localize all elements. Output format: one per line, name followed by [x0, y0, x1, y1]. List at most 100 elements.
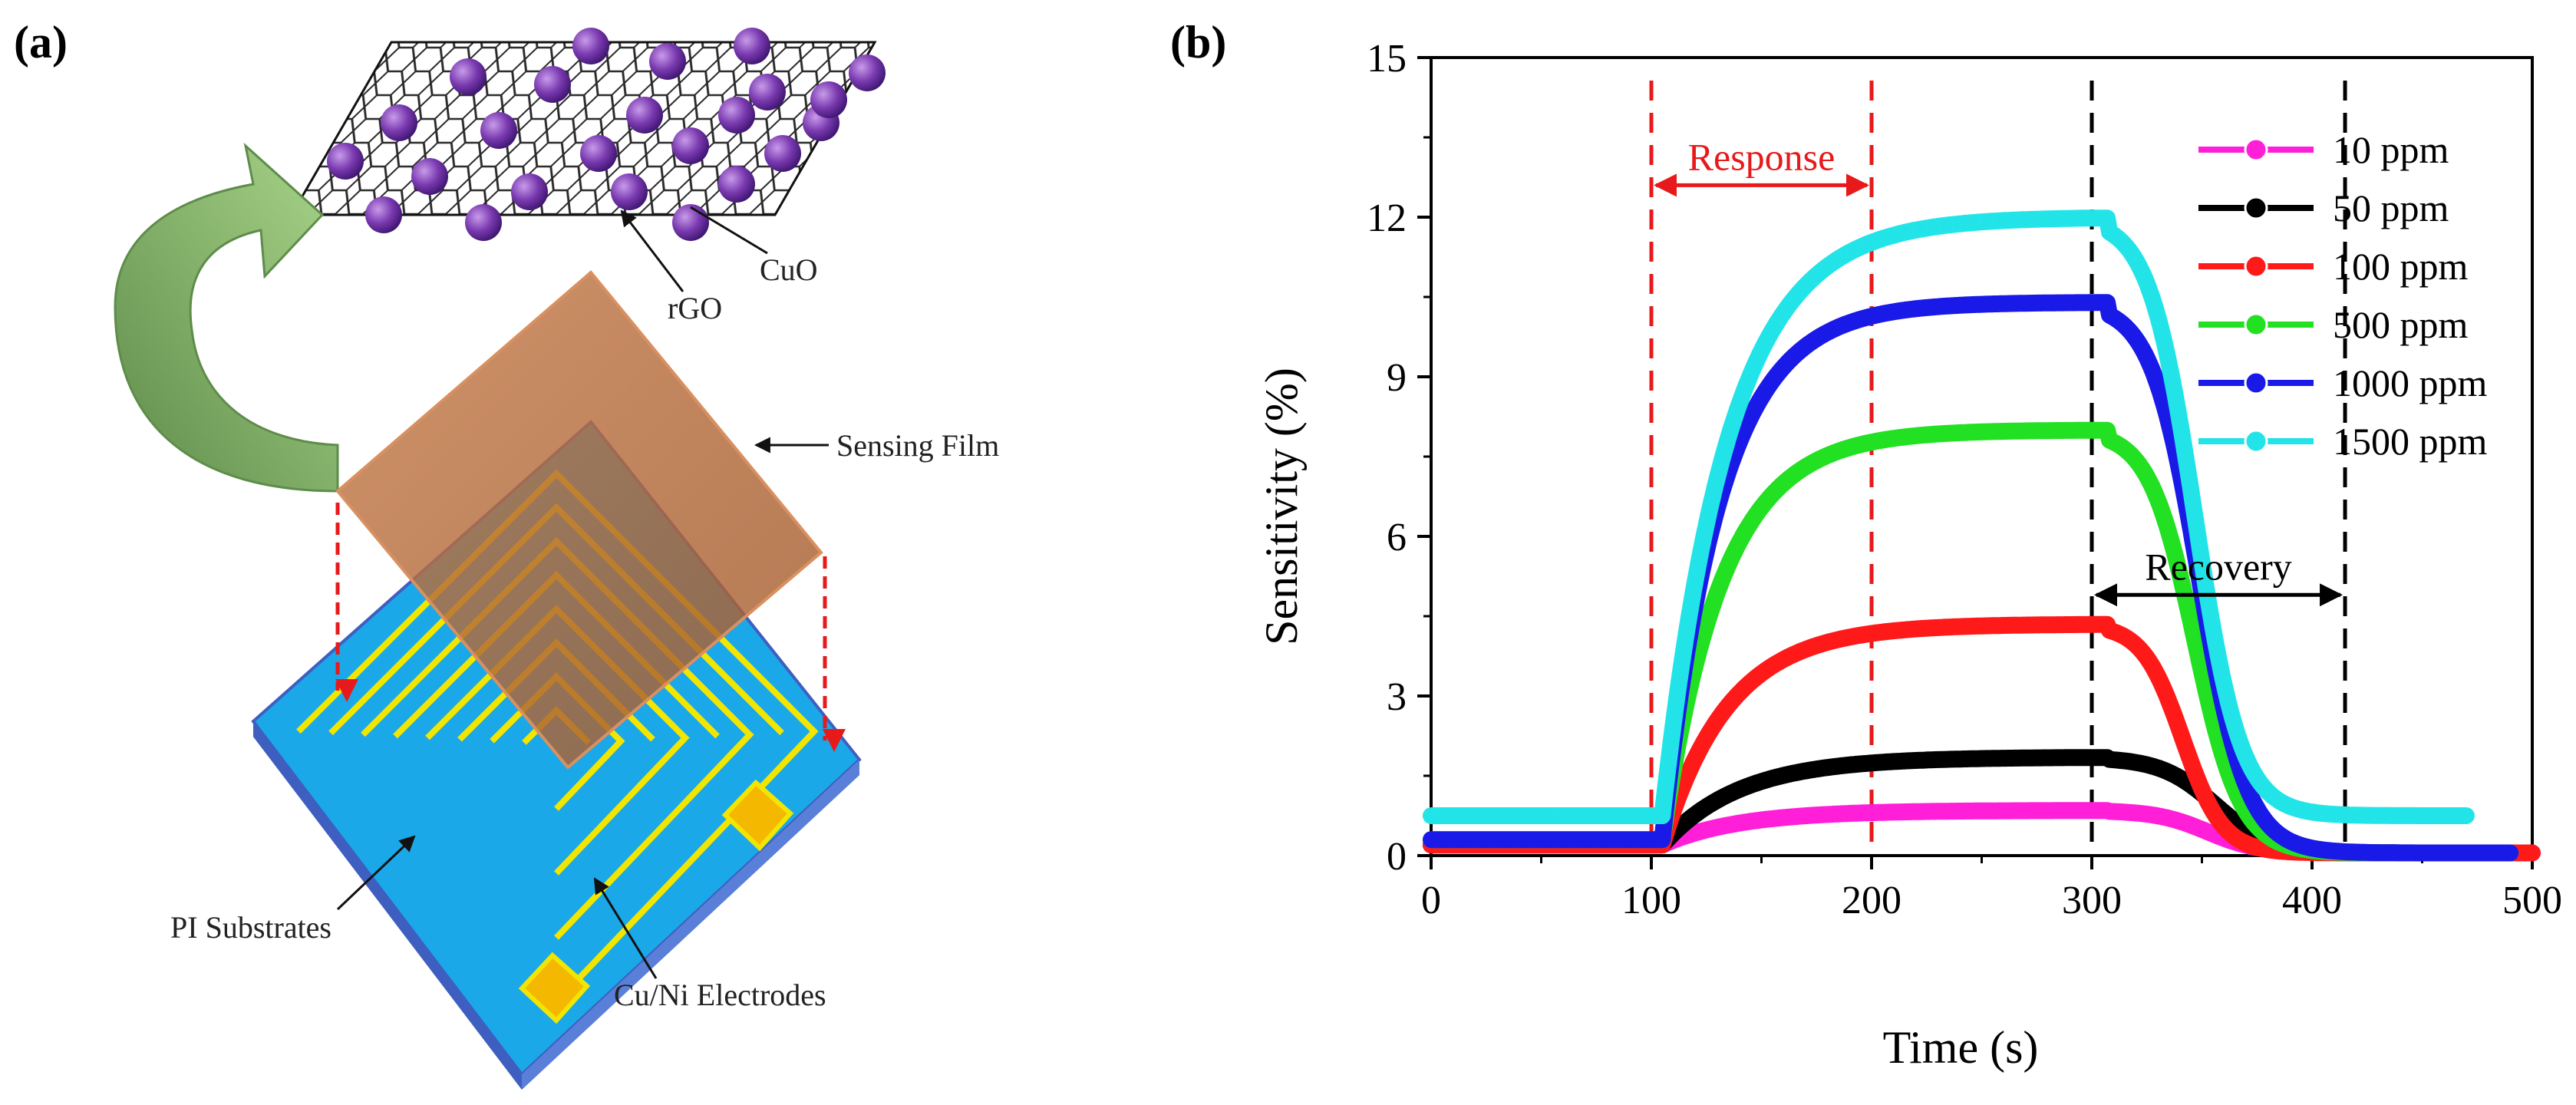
- legend-entry: 1000 ppm: [2198, 361, 2488, 404]
- cuo-nanoparticles: [327, 28, 886, 241]
- cuo-particle: [450, 58, 487, 95]
- data-point: [2255, 810, 2272, 826]
- legend-marker: [2244, 312, 2268, 337]
- data-point: [1779, 471, 1796, 488]
- x-axis-title: Time (s): [1883, 1022, 2039, 1073]
- cuo-particle: [611, 173, 648, 210]
- cuo-particle: [810, 81, 847, 118]
- data-point: [1727, 689, 1743, 706]
- data-point: [1727, 783, 1743, 800]
- data-point: [1819, 447, 1836, 464]
- label-rgo: rGO: [668, 291, 722, 325]
- data-point: [1687, 806, 1704, 823]
- data-point: [2096, 422, 2113, 439]
- callout-line-electrodes: [593, 877, 658, 979]
- data-point: [2136, 345, 2153, 362]
- data-point: [2109, 230, 2126, 247]
- data-point: [1832, 249, 1849, 266]
- cuo-particle: [649, 43, 686, 80]
- data-point: [1740, 676, 1756, 693]
- cuo-particle: [327, 143, 364, 180]
- data-point: [2189, 820, 2206, 836]
- data-point: [2123, 245, 2140, 262]
- data-point: [1766, 656, 1783, 673]
- cuo-particle: [849, 54, 886, 91]
- cuo-particle: [734, 28, 770, 64]
- data-point: [1713, 790, 1730, 806]
- x-tick-label: 300: [2062, 879, 2122, 922]
- data-point: [2123, 325, 2140, 341]
- rgo-sheet: [289, 41, 877, 216]
- data-point: [2162, 698, 2179, 715]
- data-point: [2215, 675, 2232, 692]
- data-point: [2176, 735, 2193, 752]
- data-point: [2109, 436, 2126, 453]
- data-point: [2162, 365, 2179, 382]
- data-point: [1779, 648, 1796, 665]
- legend-entry: 10 ppm: [2198, 128, 2449, 171]
- y-tick-label: 12: [1367, 196, 1407, 240]
- callout-line-rgo: [620, 209, 684, 292]
- data-point: [1700, 725, 1717, 742]
- legend-label: 10 ppm: [2333, 128, 2449, 171]
- data-point: [2109, 312, 2126, 329]
- data-point: [2268, 824, 2285, 841]
- data-point: [2215, 818, 2232, 835]
- data-point: [1713, 452, 1730, 469]
- cuo-particle: [465, 204, 502, 241]
- data-point: [2189, 770, 2206, 787]
- x-tick-label: 500: [2502, 879, 2562, 922]
- cuo-particle: [580, 135, 617, 172]
- data-point: [1753, 342, 1770, 359]
- panel-a-label: (a): [14, 17, 68, 68]
- data-point: [2242, 787, 2259, 803]
- legend-label: 1000 ppm: [2333, 361, 2488, 404]
- data-point: [2176, 440, 2193, 457]
- legend-marker: [2244, 196, 2268, 220]
- data-point: [1793, 461, 1809, 478]
- data-point: [2162, 532, 2179, 549]
- cuo-particle: [511, 173, 548, 210]
- data-point: [1845, 242, 1862, 259]
- data-point: [1740, 372, 1756, 389]
- data-point: [1700, 506, 1717, 523]
- data-point: [2453, 807, 2470, 824]
- data-point: [1700, 610, 1717, 627]
- data-point: [1766, 483, 1783, 500]
- panel-b: (b) 0 100 200 300 400 500 0 3 6 9 12 15 Response Reco…: [1170, 17, 2562, 1073]
- data-point: [1779, 299, 1796, 315]
- data-point: [2242, 758, 2259, 775]
- label-cuo: CuO: [760, 252, 818, 287]
- legend-label: 100 ppm: [2333, 245, 2469, 288]
- data-point: [1793, 341, 1809, 358]
- legend-label: 1500 ppm: [2333, 420, 2488, 463]
- panel-b-label: (b): [1170, 17, 1226, 68]
- data-point: [2136, 464, 2153, 481]
- data-point: [1753, 389, 1770, 406]
- data-point: [1806, 454, 1822, 470]
- data-point: [1779, 354, 1796, 371]
- cuo-particle: [749, 74, 786, 110]
- electrode-pad-right: [721, 779, 794, 852]
- data-point: [1713, 705, 1730, 722]
- series-500-ppm: [1423, 421, 2519, 862]
- data-point: [1687, 750, 1704, 767]
- label-pi-substrates: PI Substrates: [170, 910, 331, 945]
- data-point: [1727, 408, 1743, 425]
- cuo-particle: [381, 104, 417, 141]
- series-line: [1423, 294, 2519, 862]
- data-point: [1727, 543, 1743, 559]
- data-point: [1674, 652, 1690, 669]
- data-point: [1806, 332, 1822, 348]
- data-point: [1793, 282, 1809, 299]
- cuo-particle: [365, 196, 402, 233]
- data-point: [2149, 308, 2166, 325]
- cuo-particle: [764, 135, 801, 172]
- annotation-label: Recovery: [2145, 545, 2292, 588]
- data-point: [2255, 779, 2272, 796]
- legend-label: 500 ppm: [2333, 303, 2469, 346]
- label-electrodes: Cu/Ni Electrodes: [614, 978, 826, 1012]
- data-point: [2109, 625, 2126, 642]
- data-point: [2149, 760, 2166, 777]
- cuo-particle: [411, 158, 448, 195]
